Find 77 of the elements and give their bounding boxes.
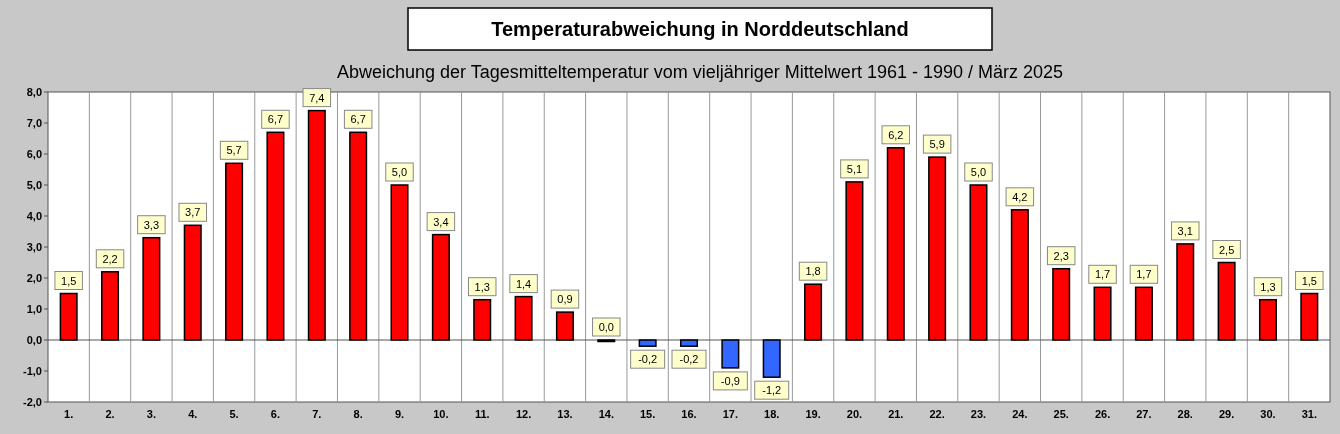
y-tick-label: -1,0: [23, 365, 42, 377]
chart-subtitle: Abweichung der Tagesmitteltemperatur vom vieljähriger Mittelwert 1961 - 1990 / März 2025: [336, 62, 1064, 82]
data-label: 1,7: [1136, 268, 1152, 281]
data-label: 2,3: [1053, 249, 1069, 262]
x-tick-label: 30.: [1260, 408, 1276, 420]
x-tick-label: 19.: [805, 408, 821, 420]
data-label: 1,5: [1301, 274, 1317, 287]
data-label: 2,5: [1218, 243, 1235, 256]
x-tick-label: 12.: [515, 408, 532, 420]
data-label: 1,5: [61, 274, 77, 287]
y-tick-label: -2,0: [23, 396, 42, 408]
data-label: 1,4: [515, 277, 532, 290]
y-tick-label: 2,0: [26, 272, 42, 284]
x-tick-label: 23.: [970, 408, 987, 420]
x-tick-label: 22.: [929, 408, 945, 420]
x-tick-label: 2.: [105, 408, 115, 420]
x-tick-label: 20.: [846, 408, 863, 420]
data-label: 4,2: [1012, 190, 1028, 203]
data-label: 6,2: [888, 128, 904, 141]
x-tick-label: 1.: [64, 408, 74, 420]
data-label: 5,9: [929, 138, 945, 151]
x-tick-label: 27.: [1136, 408, 1152, 420]
x-tick-label: 25.: [1053, 408, 1069, 420]
x-tick-label: 15.: [640, 408, 656, 420]
data-label: -0,2: [679, 353, 699, 366]
data-label: 5,7: [226, 144, 242, 157]
x-tick-label: 24.: [1012, 408, 1028, 420]
x-tick-label: 31.: [1301, 408, 1317, 420]
data-label: 3,3: [143, 218, 160, 231]
x-tick-label: 18.: [764, 408, 780, 420]
x-tick-label: 9.: [394, 408, 405, 420]
data-label: 2,2: [102, 252, 118, 265]
data-label: 1,8: [805, 265, 821, 278]
x-tick-label: 6.: [270, 408, 281, 420]
bar: [638, 339, 657, 347]
data-label: 6,7: [350, 113, 366, 126]
x-tick-label: 3.: [146, 408, 156, 420]
y-tick-label: 6,0: [26, 148, 42, 160]
data-label: 1,3: [474, 280, 490, 293]
data-label: 6,7: [267, 113, 284, 126]
x-tick-label: 14.: [598, 408, 614, 420]
x-tick-label: 28.: [1177, 408, 1193, 420]
x-tick-label: 26.: [1094, 408, 1111, 420]
y-tick-label: 7,0: [26, 117, 42, 129]
x-tick-label: 10.: [433, 408, 449, 420]
x-tick-label: 17.: [722, 408, 738, 420]
y-tick-label: 5,0: [26, 179, 42, 191]
data-label: 7,4: [309, 91, 325, 104]
x-tick-label: 21.: [888, 408, 904, 420]
data-label: 5,1: [846, 162, 863, 175]
data-label: 5,0: [391, 166, 408, 178]
data-label: 3,1: [1177, 224, 1193, 237]
data-label: 3,7: [185, 206, 201, 219]
x-tick-label: 13.: [557, 408, 573, 420]
x-tick-label: 5.: [229, 408, 239, 420]
data-label: 5,0: [970, 166, 987, 178]
x-tick-label: 7.: [312, 408, 322, 420]
x-tick-label: 4.: [188, 408, 198, 420]
data-label: 3,4: [433, 215, 449, 228]
y-tick-label: 3,0: [26, 241, 42, 253]
x-tick-label: 11.: [474, 408, 490, 420]
chart-title: Temperaturabweichung in Norddeutschland: [491, 18, 909, 40]
x-tick-label: 16.: [681, 408, 697, 420]
data-label: 1,3: [1260, 280, 1276, 293]
data-label: 0,0: [598, 321, 614, 333]
x-tick-label: 29.: [1218, 408, 1235, 420]
data-label: -0,2: [638, 353, 658, 366]
data-label: 1,7: [1094, 268, 1111, 281]
y-tick-label: 1,0: [26, 303, 42, 315]
data-label: -0,9: [720, 374, 740, 387]
bar: [679, 339, 699, 347]
y-tick-label: 0,0: [26, 334, 42, 346]
y-tick-label: 4,0: [26, 210, 42, 222]
data-label: -1,2: [762, 384, 782, 397]
y-tick-label: 8,0: [26, 86, 42, 98]
data-label: 0,9: [557, 293, 573, 306]
x-tick-label: 8.: [353, 408, 363, 420]
